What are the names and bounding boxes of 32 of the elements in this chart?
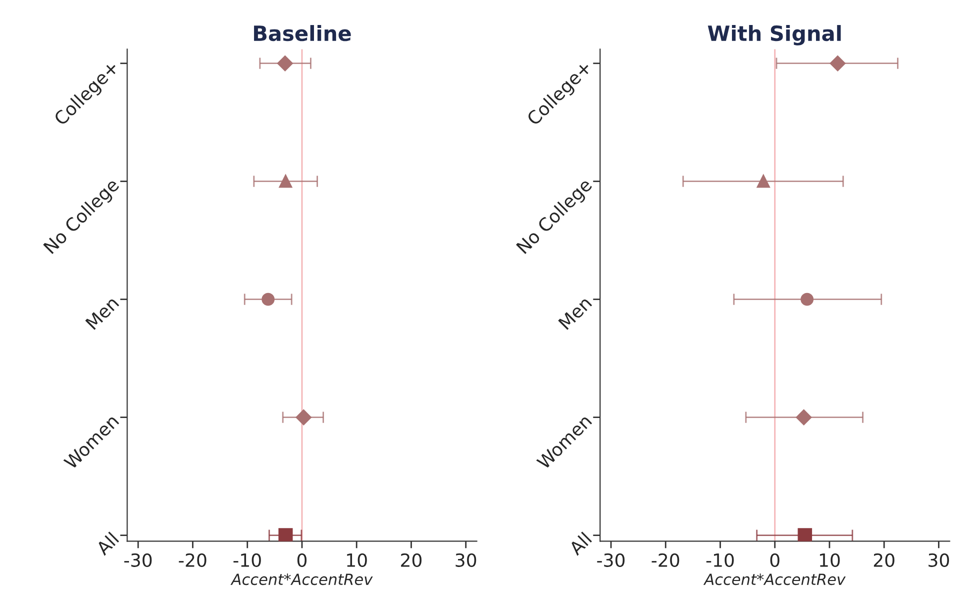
point [296, 410, 312, 426]
x-tick-label: 0 [770, 553, 780, 567]
point [798, 528, 812, 542]
x-tick-label: -30 [124, 553, 152, 567]
point [262, 292, 275, 306]
y-tick-label: Men [558, 296, 592, 330]
x-tick-label: 0 [297, 553, 307, 567]
point [796, 410, 812, 426]
x-tick-label: -30 [597, 553, 625, 567]
point [756, 174, 770, 188]
y-tick-label: All [94, 532, 120, 556]
point [279, 174, 292, 188]
x-tick-label: -20 [178, 553, 206, 567]
x-tick-label: 30 [456, 553, 476, 567]
point [278, 528, 293, 542]
x-tick-label: 20 [874, 553, 894, 567]
x-tick-label: -20 [652, 553, 680, 567]
x-tick-label: 10 [820, 553, 840, 567]
x-tick-label: 30 [928, 553, 950, 567]
point [830, 56, 846, 72]
point [800, 292, 814, 306]
y-tick-label: Men [85, 296, 120, 330]
x-tick-label: 20 [401, 553, 422, 567]
point [277, 56, 293, 72]
chart-title: Baseline [254, 25, 351, 42]
y-tick-label: All [568, 532, 592, 556]
chart-title: With Signal [708, 25, 841, 46]
x-tick-label: -10 [706, 553, 734, 567]
x-tick-label: 10 [347, 553, 367, 567]
x-axis-title: Accent*AccentRev [703, 574, 846, 586]
x-tick-label: -10 [234, 553, 261, 567]
x-axis-title: Accent*AccentRev [230, 574, 373, 586]
